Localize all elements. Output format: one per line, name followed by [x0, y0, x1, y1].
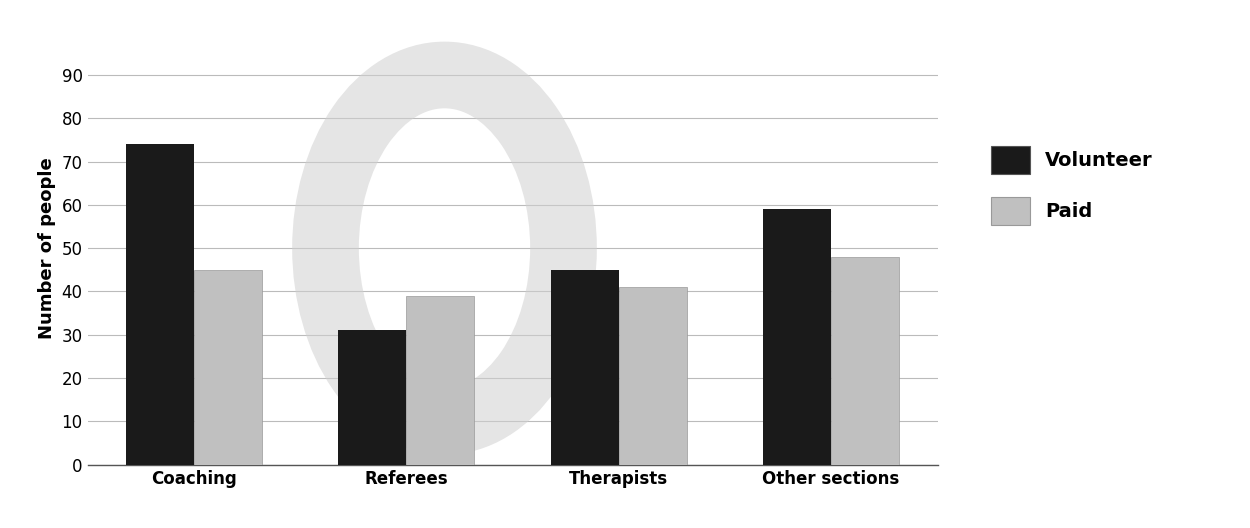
Y-axis label: Number of people: Number of people — [38, 157, 56, 339]
Legend: Volunteer, Paid: Volunteer, Paid — [981, 137, 1162, 234]
Bar — [339, 331, 406, 465]
Bar — [406, 296, 474, 465]
Bar — [831, 257, 899, 465]
Bar — [194, 270, 262, 465]
Bar — [126, 144, 194, 465]
Bar — [551, 270, 619, 465]
Bar — [762, 209, 831, 465]
Bar — [619, 287, 686, 465]
